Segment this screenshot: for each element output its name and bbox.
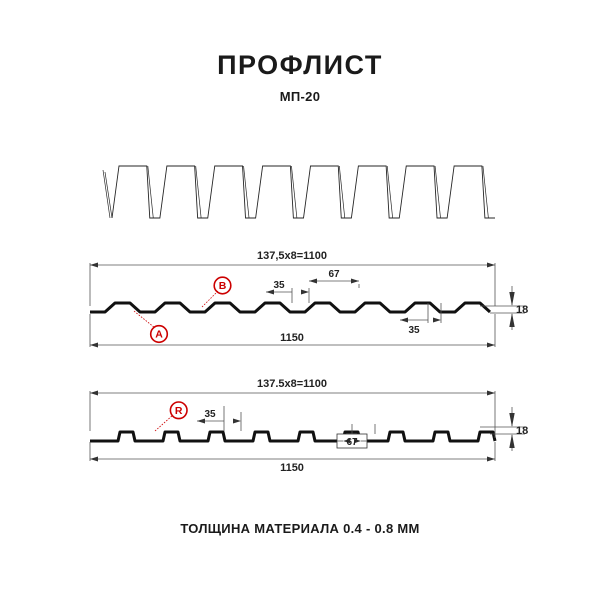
svg-text:67: 67 (328, 269, 340, 280)
svg-text:35: 35 (273, 280, 285, 291)
svg-text:1150: 1150 (280, 462, 304, 474)
svg-text:137.5х8=1100: 137.5х8=1100 (257, 378, 327, 390)
svg-text:35: 35 (204, 409, 216, 420)
svg-text:1150: 1150 (280, 332, 304, 344)
svg-text:B: B (219, 280, 227, 292)
svg-text:18: 18 (516, 425, 528, 437)
svg-text:67: 67 (346, 437, 358, 448)
svg-text:35: 35 (408, 325, 420, 336)
svg-text:18: 18 (516, 304, 528, 316)
svg-text:R: R (175, 405, 183, 417)
svg-text:A: A (155, 329, 163, 341)
svg-text:137,5х8=1100: 137,5х8=1100 (257, 250, 327, 262)
